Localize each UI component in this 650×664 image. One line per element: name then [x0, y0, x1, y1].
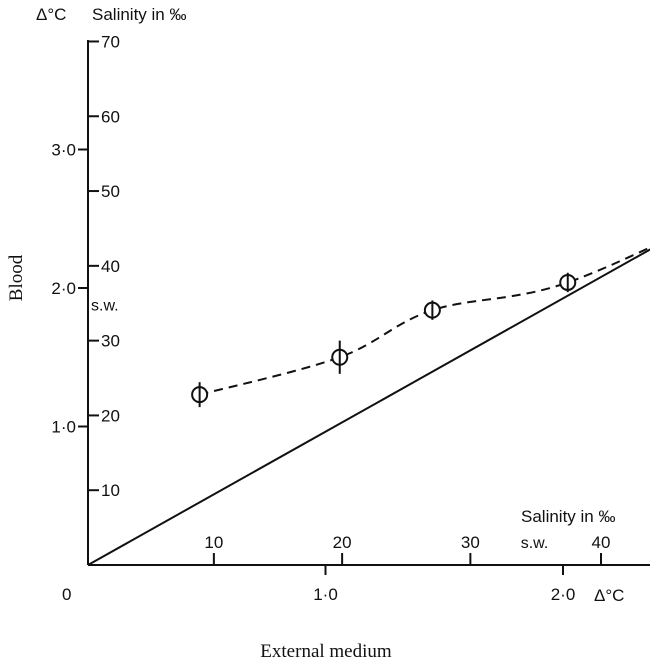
- y-salinity-label: 40: [101, 257, 120, 276]
- x-axis-unit: Δ°C: [594, 586, 624, 605]
- x-sw-label: s.w.: [521, 535, 549, 552]
- y-tick-label: 2·0: [51, 279, 76, 298]
- y-axis-title: Blood: [6, 254, 27, 301]
- x-salinity-label: 20: [333, 533, 352, 552]
- y-salinity-label: 30: [101, 332, 120, 351]
- y-axis-unit: Δ°C: [36, 5, 66, 24]
- data-point: [423, 300, 441, 320]
- blood-curve-dashed: [199, 246, 650, 396]
- origin-label: 0: [62, 585, 71, 604]
- data-point: [559, 272, 577, 293]
- y-sw-label: s.w.: [91, 298, 119, 315]
- y-salinity-label: 50: [101, 182, 120, 201]
- x-salinity-title: Salinity in ‰: [521, 507, 615, 526]
- x-axis-title: External medium: [260, 641, 392, 662]
- y-salinity-label: 20: [101, 406, 120, 425]
- data-series: [87, 246, 650, 566]
- y-tick-label: 3·0: [51, 141, 76, 160]
- x-salinity-label: 40: [592, 533, 611, 552]
- x-tick-label: 2·0: [551, 585, 576, 604]
- axes: 1·02·03·01·02·03·0: [51, 40, 650, 604]
- isosmotic-line: [87, 248, 650, 566]
- y-salinity-label: 10: [101, 481, 120, 500]
- x-salinity-label: 10: [204, 533, 223, 552]
- y-salinity-title: Salinity in ‰: [92, 5, 186, 24]
- y-tick-label: 1·0: [51, 418, 76, 437]
- salinity-y-axis: 10 20 30 40 50 60 70 s.w.: [88, 32, 120, 500]
- x-tick-label: 1·0: [313, 585, 338, 604]
- x-salinity-label: 30: [461, 533, 480, 552]
- data-point: [191, 382, 209, 408]
- y-salinity-label: 60: [101, 107, 120, 126]
- y-salinity-label: 70: [101, 32, 120, 51]
- data-point: [331, 340, 349, 374]
